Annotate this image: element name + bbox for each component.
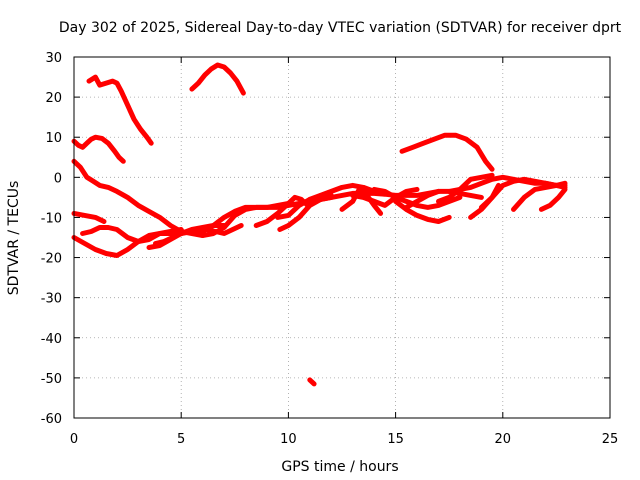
x-tick-label: 20	[495, 432, 512, 447]
y-tick-label: 0	[54, 171, 62, 186]
series-line-s26	[511, 180, 568, 212]
y-tick-label: 10	[45, 131, 62, 146]
x-axis-label: GPS time / hours	[281, 459, 398, 475]
series-line-s9	[153, 223, 244, 246]
x-tick-label: 15	[387, 432, 404, 447]
x-tick-label: 10	[280, 432, 297, 447]
series-line-s11	[253, 194, 311, 228]
y-tick-label: -40	[41, 332, 62, 347]
series-line-s6	[71, 210, 107, 224]
y-tick-label: -50	[41, 372, 62, 387]
axis-ticks: 0 5 10 15 20 25 -60 -50 -40 -30 -20 -10 0 10 20 30	[41, 51, 619, 447]
y-tick-label: 30	[45, 51, 62, 66]
series-line-s27	[538, 186, 568, 212]
series-line-s20	[403, 188, 484, 210]
series-line-s17	[350, 186, 420, 208]
y-axis-label: SDTVAR / TECUs	[6, 181, 22, 296]
x-tick-label: 0	[70, 432, 78, 447]
data-series	[71, 62, 568, 387]
series-line-s21	[399, 132, 495, 172]
plot-frame	[73, 56, 611, 419]
series-line-s2	[71, 134, 126, 164]
series-line-s7	[80, 225, 184, 244]
series-line-s4	[71, 158, 206, 238]
series-line-s1	[86, 74, 154, 146]
series-line-s23	[436, 172, 495, 204]
grid-lines	[74, 57, 610, 418]
x-tick-label: 5	[177, 432, 185, 447]
series-line-s3	[189, 62, 246, 96]
y-tick-label: 20	[45, 91, 62, 106]
series-line-s18	[371, 186, 463, 210]
series-line-s16	[339, 186, 384, 216]
y-tick-label: -60	[41, 412, 62, 427]
x-tick-label: 25	[602, 432, 619, 447]
y-tick-label: -20	[41, 252, 62, 267]
y-tick-label: -30	[41, 292, 62, 307]
series-line-s15	[307, 182, 377, 202]
series-line-s28	[307, 377, 317, 387]
y-tick-label: -10	[41, 211, 62, 226]
chart-title: Day 302 of 2025, Sidereal Day-to-day VTE…	[59, 20, 622, 36]
